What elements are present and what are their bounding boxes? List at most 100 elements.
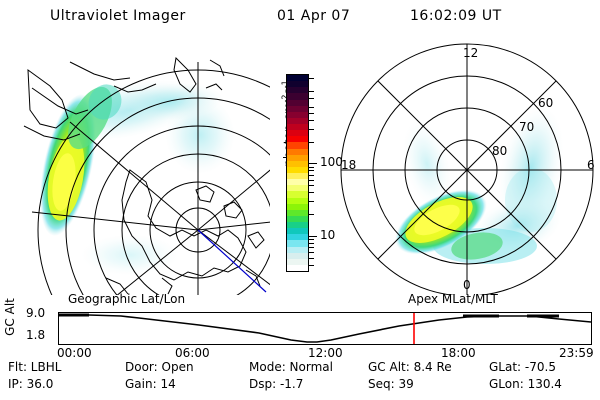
status-field: Mode: Normal [249, 360, 333, 374]
colorbar-tick-label: 100 [320, 155, 343, 170]
colorbar-segment [287, 117, 308, 124]
colorbar-minor-tick [308, 174, 314, 176]
colorbar-minor-tick [308, 97, 314, 99]
orbit-altitude-trace-svg [59, 313, 591, 344]
geographic-panel-caption: Geographic Lat/Lon [68, 292, 186, 306]
colorbar-segment [287, 173, 308, 180]
colorbar-minor-tick [308, 214, 314, 216]
colorbar-minor-tick [308, 77, 314, 79]
status-field: Flt: LBHL [8, 360, 62, 374]
orbit-time-tick-label: 12:00 [308, 346, 343, 360]
colorbar-segment [287, 136, 308, 143]
colorbar-minor-tick [308, 166, 314, 168]
orbit-ytick-max: 9.0 [26, 306, 46, 320]
orbit-plot-area[interactable] [58, 312, 592, 345]
colorbar-major-tick [308, 163, 317, 165]
colorbar-segment [287, 258, 308, 265]
status-readout-block: Flt: LBHL Door: Open Mode: Normal GC Alt: 8… [6, 360, 600, 398]
colorbar-minor-tick [308, 192, 314, 194]
colorbar-minor-tick [308, 141, 314, 143]
colorbar-segment [287, 264, 308, 271]
colorbar-segment [287, 246, 308, 253]
colorbar-segment [287, 215, 308, 222]
colorbar-minor-tick [308, 106, 314, 108]
colorbar-segment [287, 111, 308, 118]
colorbar-segment [287, 252, 308, 259]
orbit-y-axis-label: GC Alt [3, 298, 17, 336]
mlt-spokes [341, 44, 593, 296]
orbit-altitude-strip[interactable]: GC Alt 9.0 1.8 00:00 06:00 12:00 18:00 23:59 [0, 298, 600, 360]
apex-panel-caption: Apex MLat/MLT [408, 292, 498, 306]
colorbar-segment [287, 179, 308, 186]
colorbar-segment [287, 222, 308, 229]
colorbar-segment [287, 99, 308, 106]
colorbar-minor-tick [308, 247, 314, 249]
colorbar-minor-tick [308, 264, 314, 266]
colorbar-tick-label: 10 [320, 228, 336, 243]
colorbar-segment [287, 197, 308, 204]
colorbar-segment [287, 75, 308, 82]
colorbar-segment [287, 160, 308, 167]
colorbar-minor-tick [308, 170, 314, 172]
colorbar-minor-tick [308, 119, 314, 121]
colorbar-segment [287, 191, 308, 198]
colorbar-minor-tick [308, 179, 314, 181]
orbit-ytick-min: 1.8 [26, 328, 46, 342]
geographic-projection-svg [23, 56, 270, 295]
mlt-label-18: 18 [341, 158, 357, 172]
mlt-label-6: 6 [587, 158, 595, 172]
mlat-label-70: 70 [519, 120, 535, 134]
colorbar-segment [287, 93, 308, 100]
colorbar-minor-tick [308, 201, 314, 203]
orbit-time-tick-label: 18:00 [441, 346, 476, 360]
colorbar-gradient[interactable] [286, 74, 309, 272]
colorbar-segment [287, 234, 308, 241]
status-field: GLat: -70.5 [489, 360, 556, 374]
colorbar-minor-tick [308, 128, 314, 130]
colorbar-minor-tick [308, 243, 314, 245]
status-field: Gain: 14 [125, 377, 176, 391]
status-field: Seq: 39 [368, 377, 414, 391]
colorbar-minor-tick [308, 239, 314, 241]
status-field: Door: Open [125, 360, 194, 374]
colorbar-minor-tick [308, 257, 314, 259]
status-row: Flt: LBHL Door: Open Mode: Normal GC Alt: 8… [6, 360, 600, 376]
longitude-graticule [31, 62, 270, 295]
colorbar-segment [287, 130, 308, 137]
colorbar-segment [287, 209, 308, 216]
colorbar-segment [287, 124, 308, 131]
header-bar: Ultraviolet Imager 01 Apr 07 16:02:09 UT [0, 0, 600, 34]
colorbar-minor-tick [308, 90, 314, 92]
page-title: Ultraviolet Imager [50, 8, 186, 24]
mlat-label-60: 60 [538, 96, 554, 110]
status-row: IP: 36.0 Gain: 14 Dsp: -1.7 Seq: 39 GLon: 13… [6, 377, 600, 393]
colorbar-segment [287, 240, 308, 247]
orbit-time-tick-label: 06:00 [175, 346, 210, 360]
colorbar-minor-tick [308, 112, 314, 114]
colorbar-major-tick [308, 236, 317, 238]
colorbar-segment [287, 203, 308, 210]
mlt-label-0: 0 [463, 278, 471, 292]
status-field: IP: 36.0 [8, 377, 54, 391]
aurora-diffuse-oval [403, 107, 564, 264]
status-field: GC Alt: 8.4 Re [368, 360, 452, 374]
mlt-label-12: 12 [463, 46, 479, 60]
status-field: GLon: 130.4 [489, 377, 562, 391]
colorbar-segment [287, 154, 308, 161]
colorbar-segment [287, 105, 308, 112]
colorbar-segment [287, 185, 308, 192]
colorbar-segment [287, 142, 308, 149]
colorbar-segment [287, 148, 308, 155]
colorbar-segment [287, 228, 308, 235]
colorbar-minor-tick [308, 252, 314, 254]
apex-mlat-mlt-panel[interactable]: 12 6 0 18 60 70 80 [335, 40, 600, 297]
spacecraft-ground-track [197, 229, 267, 293]
mlat-label-80: 80 [492, 144, 508, 158]
geographic-image-panel[interactable] [10, 40, 270, 295]
aurora-bright-bulge [395, 189, 503, 260]
colorbar-minor-tick [308, 185, 314, 187]
colorbar-segment [287, 87, 308, 94]
apex-polar-svg [340, 43, 594, 297]
altitude-curve [59, 314, 591, 343]
